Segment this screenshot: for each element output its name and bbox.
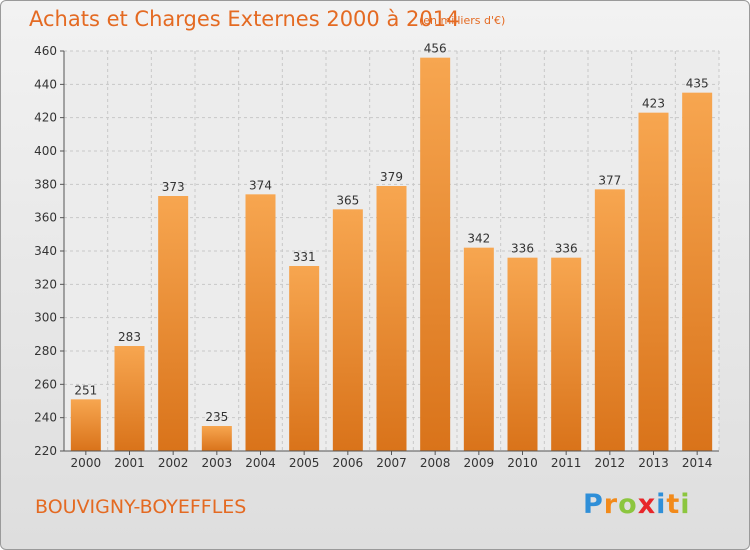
bar-value-label: 373 bbox=[162, 180, 185, 194]
y-tick-label: 340 bbox=[34, 244, 57, 258]
bar bbox=[507, 257, 538, 451]
logo-letter: t bbox=[666, 489, 681, 520]
bar bbox=[551, 257, 582, 451]
bar bbox=[376, 186, 407, 451]
bar-value-label: 456 bbox=[424, 42, 447, 56]
y-tick-label: 460 bbox=[34, 44, 57, 58]
logo-letter: x bbox=[637, 489, 657, 520]
x-tick-label: 2011 bbox=[551, 456, 582, 470]
bar bbox=[332, 209, 363, 451]
bar-value-label: 435 bbox=[686, 77, 709, 91]
y-tick-label: 420 bbox=[34, 111, 57, 125]
x-tick-label: 2013 bbox=[638, 456, 669, 470]
bar bbox=[114, 346, 145, 451]
bar bbox=[682, 92, 713, 452]
y-tick-label: 300 bbox=[34, 311, 57, 325]
bar bbox=[594, 189, 625, 452]
bar bbox=[289, 266, 320, 451]
place-name: BOUVIGNY-BOYEFFLES bbox=[35, 496, 247, 518]
bar-value-label: 251 bbox=[74, 383, 97, 397]
bar-value-label: 365 bbox=[336, 193, 359, 207]
bar-value-label: 377 bbox=[598, 173, 621, 187]
proxiti-logo: Proxiti bbox=[583, 489, 691, 520]
bar-value-label: 374 bbox=[249, 178, 272, 192]
y-tick-label: 360 bbox=[34, 211, 57, 225]
bar bbox=[201, 426, 232, 451]
logo-letter: i bbox=[656, 489, 667, 520]
y-tick-label: 400 bbox=[34, 144, 57, 158]
y-tick-label: 280 bbox=[34, 344, 57, 358]
x-tick-label: 2005 bbox=[289, 456, 320, 470]
bar-value-label: 336 bbox=[511, 242, 534, 256]
x-tick-label: 2001 bbox=[114, 456, 145, 470]
bar-value-label: 379 bbox=[380, 170, 403, 184]
y-tick-label: 260 bbox=[34, 377, 57, 391]
bar bbox=[463, 247, 494, 451]
y-tick-label: 380 bbox=[34, 177, 57, 191]
x-tick-label: 2009 bbox=[464, 456, 495, 470]
bar bbox=[638, 112, 669, 452]
bar-value-label: 342 bbox=[467, 232, 490, 246]
logo-letter: P bbox=[583, 489, 604, 520]
bar bbox=[245, 194, 276, 452]
bar-value-label: 336 bbox=[555, 242, 578, 256]
chart-title: Achats et Charges Externes 2000 à 2014 bbox=[29, 7, 460, 31]
logo-letter: r bbox=[603, 489, 619, 520]
x-tick-label: 2000 bbox=[71, 456, 102, 470]
x-tick-label: 2003 bbox=[202, 456, 233, 470]
bar-value-label: 331 bbox=[293, 250, 316, 264]
chart-subtitle: (en milliers d'€) bbox=[419, 14, 506, 27]
bar bbox=[158, 196, 189, 451]
bar bbox=[420, 57, 451, 452]
y-tick-label: 220 bbox=[34, 444, 57, 458]
y-tick-label: 320 bbox=[34, 277, 57, 291]
x-tick-label: 2002 bbox=[158, 456, 189, 470]
bar bbox=[70, 399, 101, 451]
x-tick-label: 2006 bbox=[333, 456, 364, 470]
x-tick-label: 2014 bbox=[682, 456, 713, 470]
x-tick-label: 2007 bbox=[376, 456, 407, 470]
bar-value-label: 235 bbox=[205, 410, 228, 424]
x-tick-label: 2004 bbox=[245, 456, 276, 470]
x-tick-label: 2012 bbox=[595, 456, 626, 470]
x-tick-label: 2008 bbox=[420, 456, 451, 470]
bar-value-label: 283 bbox=[118, 330, 141, 344]
logo-letter: o bbox=[618, 489, 638, 520]
y-tick-label: 240 bbox=[34, 411, 57, 425]
logo-letter: i bbox=[680, 489, 691, 520]
bar-value-label: 423 bbox=[642, 97, 665, 111]
y-tick-label: 440 bbox=[34, 77, 57, 91]
x-tick-label: 2010 bbox=[507, 456, 538, 470]
